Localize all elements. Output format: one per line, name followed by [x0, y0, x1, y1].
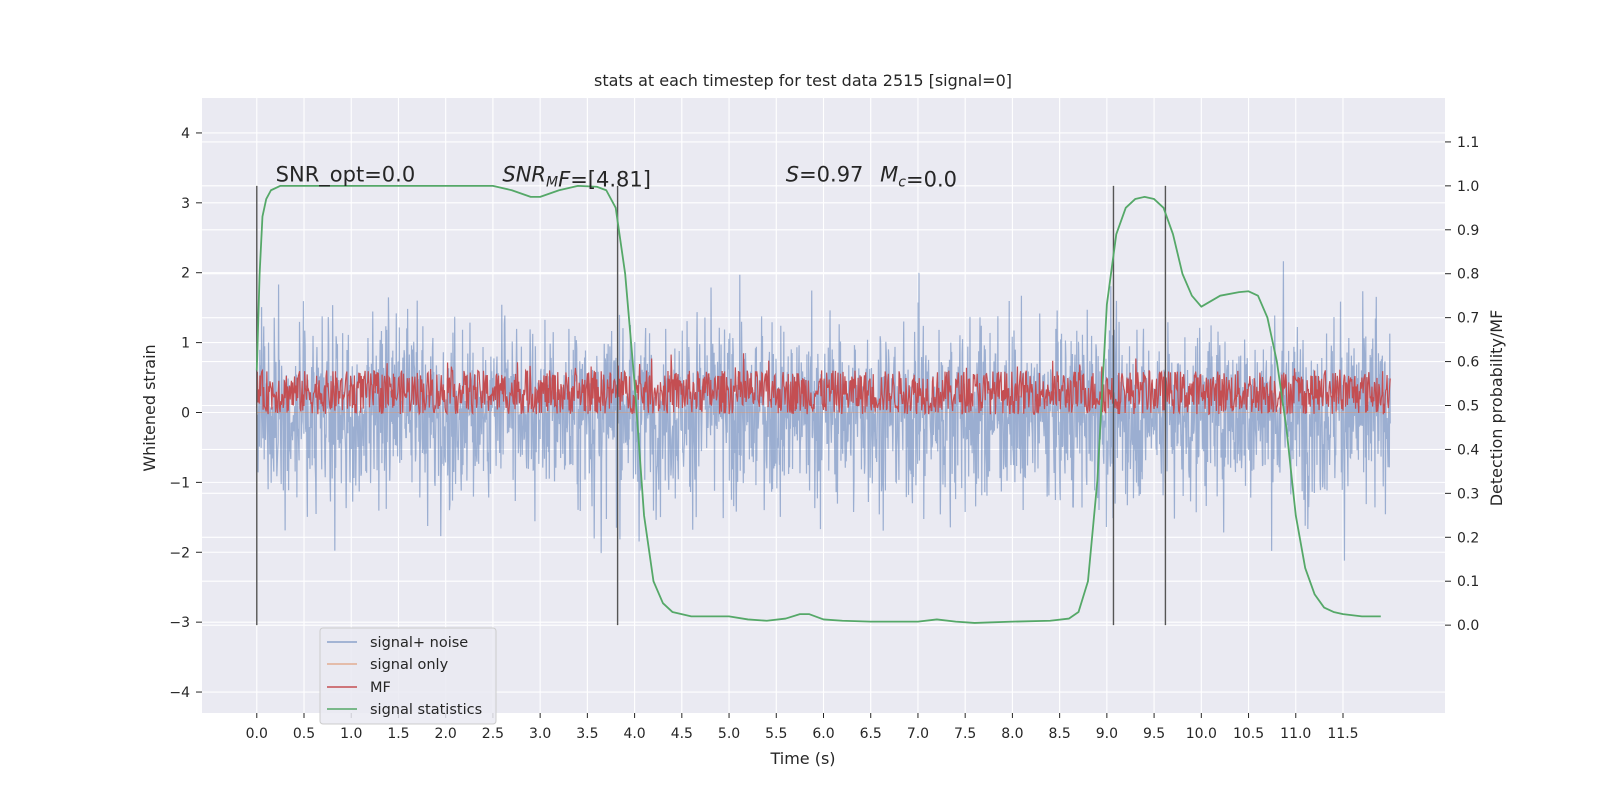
y-right-tick-label-0-8: 0.8 — [1457, 267, 1479, 283]
y-left-tick-label-6: 2 — [181, 266, 190, 282]
y-right-tick-label-0-2: 0.2 — [1457, 530, 1479, 546]
x-tick-label-1-0: 1.0 — [340, 726, 362, 742]
y-left-tick-label-2: −2 — [169, 545, 190, 561]
y-right-tick-label-0-0: 0.0 — [1457, 618, 1479, 634]
y-left-tick-label-4: 0 — [181, 405, 190, 421]
legend-label-signal-noise: signal+ noise — [370, 635, 468, 651]
y-left-tick-label-0: −4 — [169, 685, 190, 701]
annotation-mc-value: Mc=0.0 — [880, 162, 957, 191]
x-tick-label-0-5: 0.5 — [293, 726, 315, 742]
x-tick-label-1-5: 1.5 — [387, 726, 409, 742]
x-tick-label-10-0: 10.0 — [1186, 726, 1217, 742]
chart-title: stats at each timestep for test data 251… — [594, 71, 1012, 90]
x-tick-label-3-0: 3.0 — [529, 726, 551, 742]
y-right-tick-label-0-6: 0.6 — [1457, 355, 1479, 371]
mf-line — [256, 353, 1391, 416]
series-mf — [256, 353, 1391, 416]
x-axis-title: Time (s) — [769, 749, 835, 768]
series-signal-statistics — [255, 184, 1381, 624]
x-tick-label-8-0: 8.0 — [1001, 726, 1023, 742]
y-left-tick-label-3: −1 — [169, 475, 190, 491]
y-axis-right-title: Detection probability/MF — [1487, 310, 1506, 507]
x-tick-label-6-5: 6.5 — [860, 726, 882, 742]
signal-statistics-line — [255, 184, 1381, 624]
legend-label-mf: MF — [370, 680, 391, 696]
x-tick-label-4-0: 4.0 — [623, 726, 645, 742]
y-right-tick-label-0-9: 0.9 — [1457, 223, 1479, 239]
y-right-tick-label-0-5: 0.5 — [1457, 399, 1479, 415]
legend: signal+ noise signal only MF signal stat… — [319, 627, 497, 725]
x-tick-label-11-0: 11.0 — [1280, 726, 1311, 742]
y-right-tick-label-0-1: 0.1 — [1457, 574, 1479, 590]
y-right-tick-label-0-4: 0.4 — [1457, 442, 1479, 458]
y-left-tick-label-5: 1 — [181, 336, 190, 352]
x-tick-label-9-0: 9.0 — [1096, 726, 1118, 742]
x-tick-label-7-5: 7.5 — [954, 726, 976, 742]
ticks: 0.0 0.5 1.0 1.5 2.0 2.5 3.0 3.5 4.0 4.5 5.0 5.5 6.0 6… — [169, 126, 1479, 742]
x-tick-label-8-5: 8.5 — [1048, 726, 1070, 742]
annotations: SNR_opt=0.0 SNRMF=[4.81] S=0.97 Mc=0.0 — [276, 162, 957, 191]
x-tick-label-7-0: 7.0 — [907, 726, 929, 742]
x-tick-label-2-0: 2.0 — [435, 726, 457, 742]
x-tick-label-5-0: 5.0 — [718, 726, 740, 742]
y-axis-left-title: Whitened strain — [140, 344, 159, 471]
y-left-tick-label-8: 4 — [181, 126, 190, 142]
y-right-tick-label-1-1: 1.1 — [1457, 135, 1479, 151]
y-left-tick-label-1: −3 — [169, 615, 190, 631]
annotation-snr-opt: SNR_opt=0.0 — [276, 162, 416, 187]
y-right-tick-label-0-7: 0.7 — [1457, 311, 1479, 327]
x-tick-label-6-0: 6.0 — [812, 726, 834, 742]
x-tick-label-10-5: 10.5 — [1233, 726, 1264, 742]
x-tick-label-0-0: 0.0 — [246, 726, 268, 742]
y-left-tick-label-7: 3 — [181, 196, 190, 212]
y-right-tick-label-1-0: 1.0 — [1457, 179, 1479, 195]
legend-box — [319, 627, 497, 725]
x-tick-label-11-5: 11.5 — [1327, 726, 1358, 742]
x-tick-label-4-5: 4.5 — [671, 726, 693, 742]
annotation-s-value: S=0.97 — [786, 162, 864, 186]
legend-label-signal-statistics: signal statistics — [370, 702, 482, 718]
y-right-tick-label-0-3: 0.3 — [1457, 486, 1479, 502]
x-tick-label-5-5: 5.5 — [765, 726, 787, 742]
x-tick-label-3-5: 3.5 — [576, 726, 598, 742]
x-tick-label-2-5: 2.5 — [482, 726, 504, 742]
legend-label-signal-only: signal only — [370, 657, 449, 673]
annotation-snr-mf-label: SNRMF=[4.81] — [502, 162, 651, 191]
x-tick-label-9-5: 9.5 — [1143, 726, 1165, 742]
